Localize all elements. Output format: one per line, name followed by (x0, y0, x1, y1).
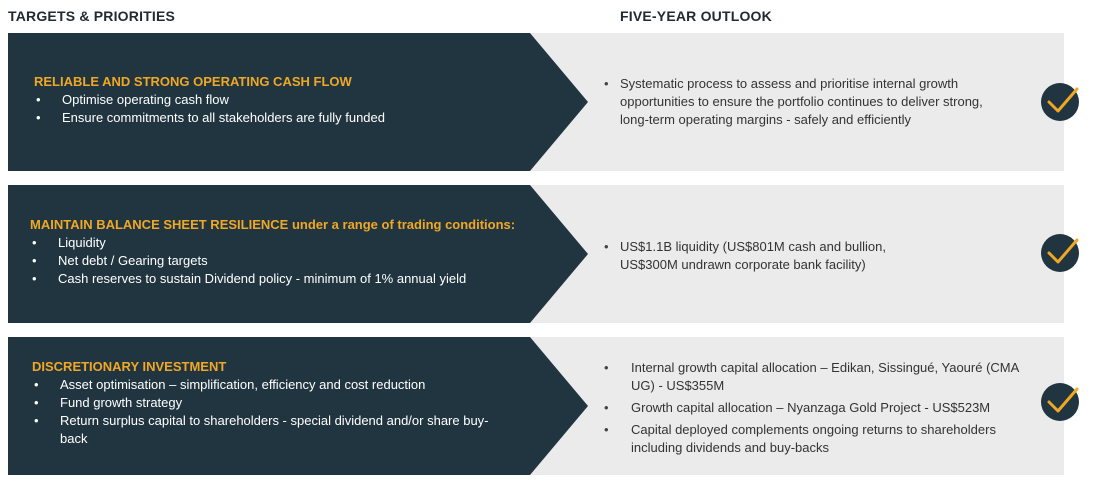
priority-bullet: Return surplus capital to shareholders -… (32, 412, 512, 448)
check-circle-icon (1041, 383, 1079, 421)
outlook-content: Systematic process to assess and priorit… (602, 75, 1002, 129)
priority-row-3: DISCRETIONARY INVESTMENT Asset optimisat… (8, 337, 1079, 475)
priority-bullet: Optimise operating cash flow (34, 91, 514, 109)
outlook-bullets: Systematic process to assess and priorit… (602, 75, 1002, 129)
outlook-bullet: US$1.1B liquidity (US$801M cash and bull… (602, 238, 932, 274)
priority-content: RELIABLE AND STRONG OPERATING CASH FLOW … (34, 73, 514, 127)
outlook-bullet: Capital deployed complements ongoing ret… (602, 421, 1032, 457)
priority-row-2: MAINTAIN BALANCE SHEET RESILIENCE under … (8, 185, 1079, 323)
outlook-content: US$1.1B liquidity (US$801M cash and bull… (602, 238, 932, 274)
priority-bullets: Asset optimisation – simplification, eff… (32, 376, 512, 448)
priority-bullet: Net debt / Gearing targets (30, 252, 550, 270)
priority-content: DISCRETIONARY INVESTMENT Asset optimisat… (32, 358, 512, 448)
priority-content: MAINTAIN BALANCE SHEET RESILIENCE under … (30, 216, 550, 288)
outlook-bullet: Internal growth capital allocation – Edi… (602, 359, 1032, 395)
targets-priorities-header: TARGETS & PRIORITIES (8, 8, 176, 24)
priority-title: MAINTAIN BALANCE SHEET RESILIENCE under … (30, 217, 516, 232)
priority-bullets: Liquidity Net debt / Gearing targets Cas… (30, 234, 550, 288)
priority-bullet: Cash reserves to sustain Dividend policy… (30, 270, 550, 288)
outlook-bullets: Internal growth capital allocation – Edi… (602, 359, 1032, 457)
five-year-outlook-header: FIVE-YEAR OUTLOOK (620, 8, 772, 24)
priority-bullet: Ensure commitments to all stakeholders a… (34, 109, 514, 127)
priority-bullet: Fund growth strategy (32, 394, 512, 412)
priority-title: RELIABLE AND STRONG OPERATING CASH FLOW (34, 74, 352, 89)
priority-title: DISCRETIONARY INVESTMENT (32, 359, 227, 374)
check-circle-icon (1041, 83, 1079, 121)
outlook-content: Internal growth capital allocation – Edi… (602, 359, 1032, 457)
check-circle-icon (1041, 234, 1079, 272)
priority-bullet: Asset optimisation – simplification, eff… (32, 376, 512, 394)
priority-bullet: Liquidity (30, 234, 550, 252)
outlook-bullet: Systematic process to assess and priorit… (602, 75, 1002, 129)
outlook-bullet: Growth capital allocation – Nyanzaga Gol… (602, 399, 1032, 417)
priority-bullets: Optimise operating cash flow Ensure comm… (34, 91, 514, 127)
outlook-bullets: US$1.1B liquidity (US$801M cash and bull… (602, 238, 932, 274)
priority-row-1: RELIABLE AND STRONG OPERATING CASH FLOW … (8, 33, 1079, 171)
